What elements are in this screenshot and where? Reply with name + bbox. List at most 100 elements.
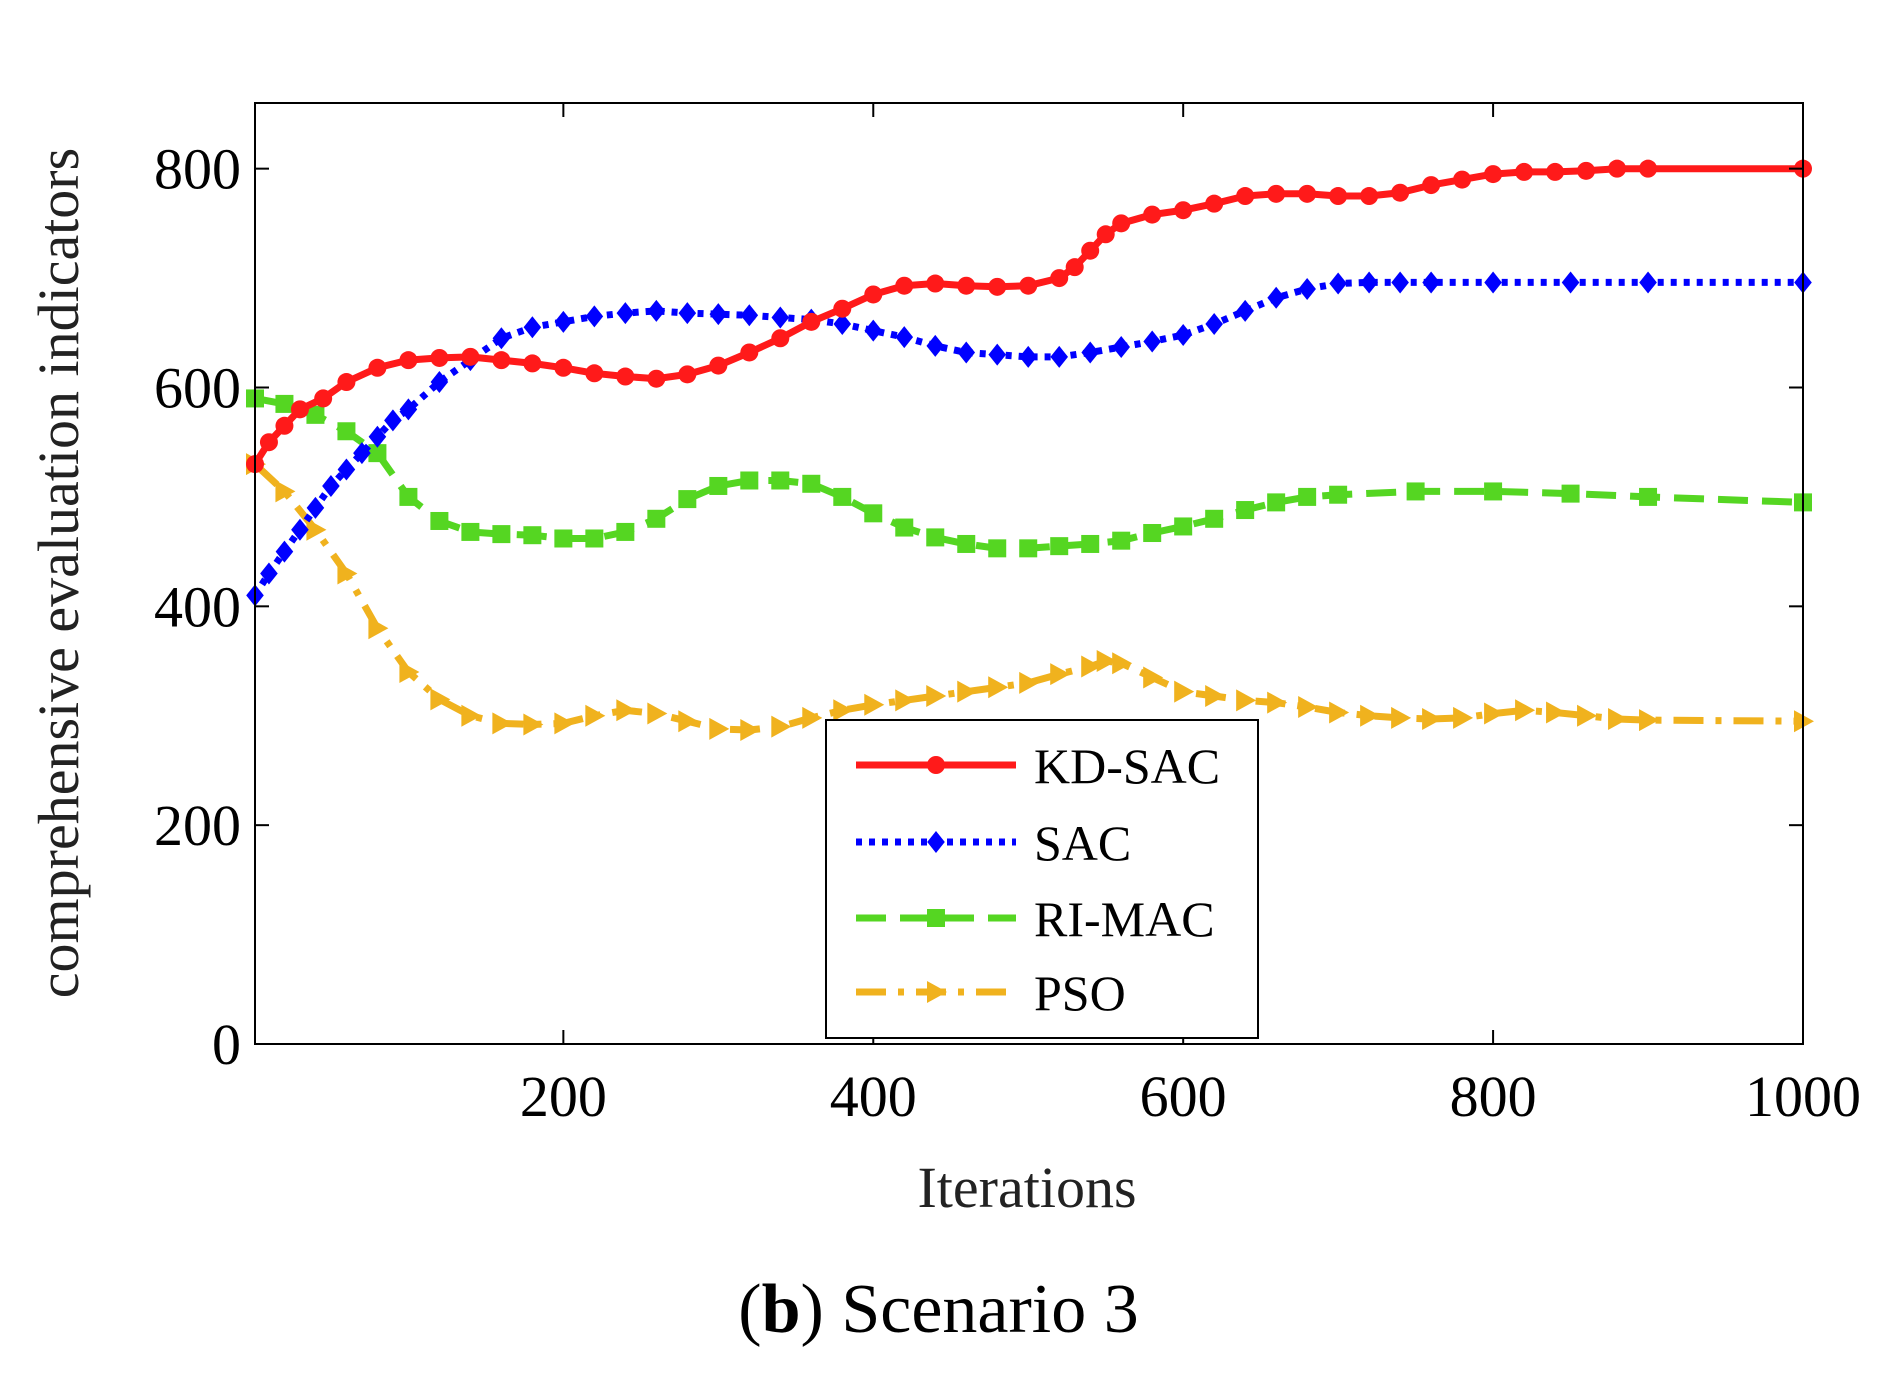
legend-label-pso: PSO bbox=[1034, 965, 1126, 1021]
sac-point-41 bbox=[1360, 271, 1378, 294]
kd-sac-point-39 bbox=[1329, 187, 1348, 206]
ri-mac-point-35 bbox=[1329, 485, 1348, 504]
ri-mac-point-38 bbox=[1561, 484, 1580, 503]
kd-sac-point-9 bbox=[461, 347, 480, 366]
sac-point-38 bbox=[1267, 286, 1285, 309]
kd-sac-point-46 bbox=[1546, 162, 1565, 181]
kd-sac-point-14 bbox=[616, 367, 635, 386]
pso-point-4 bbox=[368, 617, 389, 640]
x-tick-label-1000: 1000 bbox=[1745, 1064, 1861, 1129]
kd-sac-point-3 bbox=[290, 400, 309, 419]
pso-point-32 bbox=[1205, 685, 1226, 708]
caption-letter: b bbox=[761, 1271, 801, 1348]
pso-point-44 bbox=[1577, 704, 1598, 727]
pso-point-38 bbox=[1391, 706, 1412, 729]
kd-sac-point-42 bbox=[1422, 176, 1441, 195]
pso-point-33 bbox=[1236, 689, 1257, 712]
pso-point-37 bbox=[1360, 704, 1381, 727]
ri-mac-point-39 bbox=[1639, 487, 1658, 506]
kd-sac-point-35 bbox=[1205, 194, 1224, 213]
sac-point-19 bbox=[678, 302, 697, 325]
ri-mac-point-37 bbox=[1484, 482, 1503, 501]
kd-sac-point-26 bbox=[988, 277, 1007, 296]
sac-point-13 bbox=[492, 327, 511, 350]
pso-point-30 bbox=[1143, 666, 1164, 689]
ri-mac-point-14 bbox=[678, 490, 697, 509]
kd-sac-point-27 bbox=[1019, 276, 1038, 295]
pso-point-3 bbox=[337, 562, 358, 585]
sac-point-22 bbox=[771, 306, 790, 329]
kd-sac-point-28 bbox=[1050, 269, 1069, 288]
ri-mac-point-12 bbox=[616, 522, 635, 541]
pso-point-26 bbox=[1050, 663, 1071, 686]
sac-point-1 bbox=[260, 562, 278, 585]
x-tick-label-200: 200 bbox=[520, 1064, 607, 1129]
ri-mac-point-28 bbox=[1112, 531, 1131, 550]
sac-point-4 bbox=[306, 496, 325, 519]
kd-sac-point-6 bbox=[368, 358, 387, 377]
sac-point-16 bbox=[585, 305, 604, 328]
pso-point-11 bbox=[585, 704, 606, 727]
ri-mac-point-7 bbox=[461, 522, 480, 541]
legend-ri-mac-point-0 bbox=[927, 909, 945, 927]
kd-sac-point-24 bbox=[926, 274, 945, 293]
ri-mac-point-6 bbox=[430, 511, 449, 530]
pso-point-19 bbox=[833, 699, 854, 722]
kd-sac-point-37 bbox=[1267, 184, 1286, 203]
pso-point-41 bbox=[1484, 702, 1505, 725]
kd-sac-point-4 bbox=[314, 389, 333, 408]
pso-point-24 bbox=[988, 676, 1009, 699]
kd-sac-point-10 bbox=[492, 351, 511, 370]
pso-point-43 bbox=[1546, 701, 1567, 724]
sac-point-24 bbox=[833, 313, 852, 336]
kd-sac-point-25 bbox=[957, 276, 976, 295]
sac-point-11 bbox=[430, 371, 449, 394]
ri-mac-point-3 bbox=[337, 422, 356, 441]
caption-close-paren: ) bbox=[800, 1271, 824, 1348]
legend-item-ri-mac: RI-MAC bbox=[856, 891, 1215, 947]
pso-point-21 bbox=[895, 689, 916, 712]
kd-sac-point-8 bbox=[430, 348, 449, 367]
legend-pso-point-0 bbox=[927, 981, 947, 1003]
pso-point-8 bbox=[492, 712, 513, 735]
sac-point-18 bbox=[647, 299, 666, 322]
legend-items: KD-SAC SAC RI-MAC PSO bbox=[856, 738, 1220, 1021]
ri-mac-point-32 bbox=[1236, 501, 1255, 520]
legend-sac-point-0 bbox=[927, 831, 945, 853]
sac-point-3 bbox=[291, 518, 309, 541]
ri-mac-point-29 bbox=[1143, 524, 1162, 543]
pso-point-31 bbox=[1174, 680, 1195, 703]
pso-point-22 bbox=[926, 685, 947, 708]
kd-sac-point-23 bbox=[895, 276, 914, 295]
x-tick-label-800: 800 bbox=[1450, 1064, 1537, 1129]
kd-sac-point-40 bbox=[1360, 187, 1379, 206]
ri-mac-point-11 bbox=[585, 529, 604, 548]
ri-mac-point-27 bbox=[1081, 534, 1100, 553]
y-tick-label-600: 600 bbox=[154, 355, 241, 420]
kd-sac-point-36 bbox=[1236, 187, 1255, 206]
sac-point-20 bbox=[709, 303, 728, 326]
series-pso bbox=[246, 453, 1814, 741]
legend-item-sac: SAC bbox=[856, 815, 1131, 871]
sac-point-35 bbox=[1174, 323, 1192, 346]
figure-caption: (b) Scenario 3 bbox=[0, 1270, 1877, 1350]
legend: KD-SAC SAC RI-MAC PSO bbox=[825, 719, 1259, 1039]
ri-mac-point-16 bbox=[740, 471, 759, 490]
kd-sac-point-43 bbox=[1453, 170, 1472, 189]
kd-sac-point-15 bbox=[647, 369, 666, 388]
pso-point-15 bbox=[709, 717, 730, 740]
pso-point-10 bbox=[554, 712, 575, 735]
ri-mac-point-18 bbox=[802, 474, 821, 493]
pso-point-35 bbox=[1298, 695, 1319, 718]
pso-point-18 bbox=[802, 706, 823, 729]
pso-point-20 bbox=[864, 693, 885, 716]
ri-mac-point-34 bbox=[1298, 487, 1317, 506]
pso-point-7 bbox=[461, 704, 482, 727]
sac-point-27 bbox=[926, 334, 945, 357]
kd-sac-point-47 bbox=[1577, 161, 1596, 180]
ri-mac-point-23 bbox=[957, 534, 976, 553]
sac-point-46 bbox=[1639, 271, 1657, 294]
line-chart: 200 400 600 800 1000 0 200 400 600 800 Iterations… bbox=[26, 102, 1861, 1220]
ri-mac-point-19 bbox=[833, 487, 852, 506]
sac-point-45 bbox=[1561, 271, 1580, 294]
